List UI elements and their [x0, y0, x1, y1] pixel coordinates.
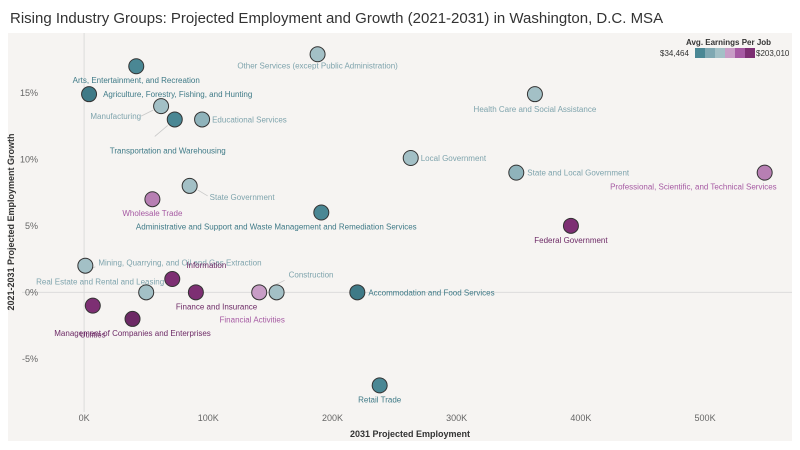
- y-tick-label: 10%: [20, 154, 38, 164]
- data-point: [526, 86, 543, 103]
- plot-background: [8, 33, 792, 441]
- point-label: Federal Government: [534, 236, 608, 245]
- point-label: Educational Services: [212, 115, 287, 124]
- x-tick-label: 400K: [570, 413, 591, 423]
- chart-title: Rising Industry Groups: Projected Employ…: [10, 10, 664, 27]
- data-point: [562, 217, 579, 234]
- data-point: [84, 297, 101, 314]
- data-point: [268, 284, 285, 301]
- data-point: [371, 377, 388, 394]
- x-tick-label: 100K: [198, 413, 219, 423]
- leader-line: [154, 125, 169, 137]
- data-point: [402, 150, 419, 167]
- point-label: Information: [186, 261, 226, 270]
- data-point: [309, 46, 326, 63]
- data-point: [77, 257, 94, 274]
- data-point: [349, 284, 366, 301]
- point-label: Mining, Quarrying, and Oil and Gas Extra…: [98, 259, 261, 268]
- point-label: Financial Activities: [220, 315, 285, 324]
- point-label: Construction: [289, 270, 334, 279]
- legend-min-label: $34,464: [660, 49, 689, 58]
- point-label: Retail Trade: [358, 395, 402, 404]
- point-label: Accommodation and Food Services: [368, 288, 494, 297]
- data-point: [124, 310, 141, 327]
- point-label: Local Government: [421, 154, 487, 163]
- x-axis-title: 2031 Projected Employment: [350, 429, 470, 439]
- legend-color-step: [715, 48, 725, 58]
- legend: Avg. Earnings Per Job $34,464 $203,010: [660, 38, 794, 64]
- data-point: [756, 164, 773, 181]
- point-label: Manufacturing: [90, 112, 141, 121]
- legend-color-scale: [695, 48, 755, 58]
- data-point: [508, 164, 525, 181]
- data-point: [251, 284, 268, 301]
- data-point: [313, 204, 330, 221]
- point-label: State and Local Government: [527, 169, 630, 178]
- point-label: Utilities: [80, 331, 106, 340]
- legend-color-step: [735, 48, 745, 58]
- point-label: Arts, Entertainment, and Recreation: [73, 76, 200, 85]
- data-point: [144, 191, 161, 208]
- x-tick-label: 500K: [695, 413, 716, 423]
- point-label: Wholesale Trade: [122, 209, 183, 218]
- legend-title: Avg. Earnings Per Job: [686, 38, 772, 47]
- legend-max-label: $203,010: [756, 49, 790, 58]
- legend-color-step: [695, 48, 705, 58]
- point-label: Health Care and Social Assistance: [474, 105, 597, 114]
- point-label: Management of Companies and Enterprises: [54, 329, 211, 338]
- point-label: Transportation and Warehousing: [110, 146, 226, 155]
- x-tick-label: 0K: [79, 413, 90, 423]
- y-tick-label: 15%: [20, 88, 38, 98]
- x-tick-label: 200K: [322, 413, 343, 423]
- data-point: [164, 271, 181, 288]
- point-label: Administrative and Support and Waste Man…: [136, 223, 417, 232]
- data-point: [194, 111, 211, 128]
- y-tick-label: 0%: [25, 287, 38, 297]
- data-point: [181, 177, 198, 194]
- point-label: State Government: [210, 193, 276, 202]
- leader-line: [197, 189, 208, 197]
- point-label: Other Services (except Public Administra…: [237, 61, 398, 70]
- point-label: Real Estate and Rental and Leasing: [36, 277, 164, 286]
- y-axis-title: 2021-2031 Projected Employment Growth: [6, 133, 16, 310]
- leader-line: [140, 109, 154, 117]
- point-label: Finance and Insurance: [176, 302, 258, 311]
- data-point: [153, 98, 170, 115]
- y-tick-label: 5%: [25, 221, 38, 231]
- legend-color-step: [725, 48, 735, 58]
- y-tick-label: -5%: [22, 354, 38, 364]
- legend-color-step: [705, 48, 715, 58]
- x-tick-label: 300K: [446, 413, 467, 423]
- data-point: [187, 284, 204, 301]
- data-point: [166, 111, 183, 128]
- point-label: Agriculture, Forestry, Fishing, and Hunt…: [103, 90, 252, 99]
- point-label: Professional, Scientific, and Technical …: [610, 183, 777, 192]
- data-point: [138, 284, 155, 301]
- legend-color-step: [745, 48, 755, 58]
- data-point: [128, 58, 145, 75]
- data-point: [81, 86, 98, 103]
